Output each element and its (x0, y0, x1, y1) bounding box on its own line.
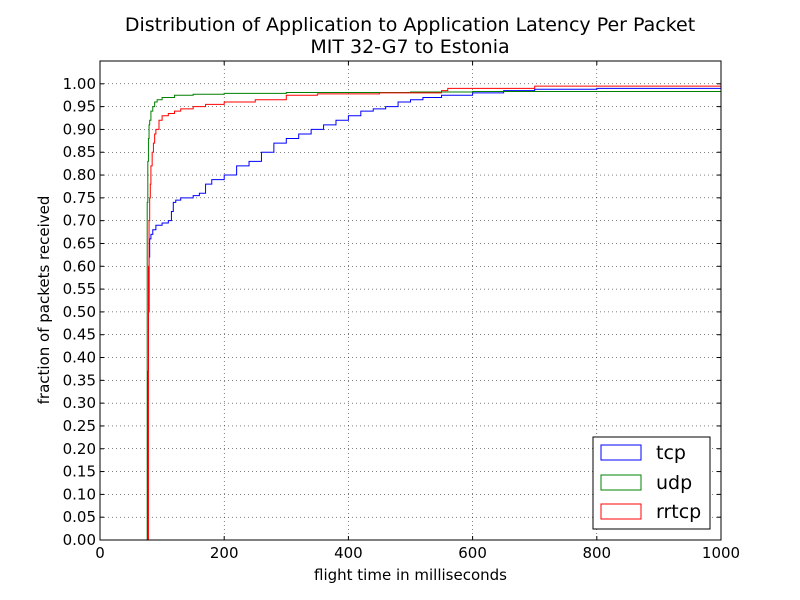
y-tick-label: 0.60 (63, 257, 96, 275)
y-tick-label: 1.00 (63, 75, 96, 93)
series-lines (146, 85, 721, 540)
y-tick-label: 0.15 (63, 463, 96, 481)
x-tick-label: 800 (582, 544, 611, 562)
x-axis-label: flight time in milliseconds (314, 566, 507, 584)
y-tick-label: 0.05 (63, 508, 96, 526)
y-tick-label: 0.90 (63, 120, 96, 138)
legend-box (592, 436, 711, 530)
series-line-rrtcp (147, 85, 721, 540)
series-line-udp (146, 91, 721, 540)
x-tick-label: 0 (95, 544, 105, 562)
y-tick-label: 0.80 (63, 166, 96, 184)
x-tick-label: 400 (334, 544, 363, 562)
y-tick-label: 0.70 (63, 212, 96, 230)
y-tick-label: 0.10 (63, 485, 96, 503)
legend-swatch-tcp (600, 444, 642, 461)
y-axis-label: fraction of packets received (35, 196, 53, 405)
y-tick-label: 0.75 (63, 189, 96, 207)
plot-frame (99, 60, 722, 541)
chart-subtitle: MIT 32-G7 to Estonia (310, 36, 509, 58)
y-tick-label: 0.00 (63, 531, 96, 549)
y-tick-label: 0.30 (63, 394, 96, 412)
chart-title: Distribution of Application to Applicati… (125, 14, 695, 36)
y-tick-label: 0.50 (63, 303, 96, 321)
legend-swatch-rrtcp (600, 503, 642, 520)
x-tick-label: 600 (458, 544, 487, 562)
y-tick-label: 0.45 (63, 326, 96, 344)
legend-label-rrtcp: rrtcp (656, 501, 701, 523)
y-tick-label: 0.35 (63, 371, 96, 389)
y-tick-label: 0.20 (63, 440, 96, 458)
legend-swatch-udp (600, 474, 642, 491)
y-tick-label: 0.65 (63, 234, 96, 252)
y-tick-label: 0.25 (63, 417, 96, 435)
legend-label-tcp: tcp (656, 442, 686, 464)
y-tick-label: 0.40 (63, 349, 96, 367)
x-tick-label: 200 (210, 544, 239, 562)
x-tick-label: 1000 (702, 544, 740, 562)
axis-ticks: 0 200 400 600 800 1000 0.00 0.05 0.10 0.15 0.20 0.2… (63, 61, 740, 562)
y-tick-label: 0.55 (63, 280, 96, 298)
legend-label-udp: udp (656, 472, 692, 494)
series-line-tcp (147, 87, 721, 540)
y-tick-label: 0.85 (63, 143, 96, 161)
legend: tcp udp rrtcp (592, 436, 711, 530)
y-tick-label: 0.95 (63, 98, 96, 116)
